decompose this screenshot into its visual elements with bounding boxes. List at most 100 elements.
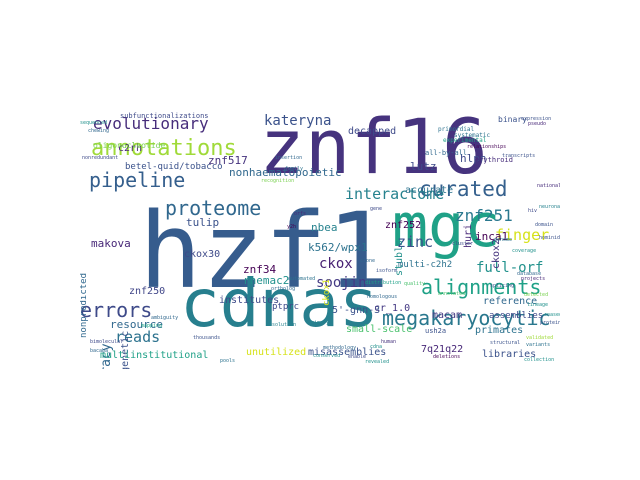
word-detected: detected (524, 292, 549, 298)
word-multi-c2h2: multi-c2h2 (398, 260, 453, 270)
word-bacaba: bacaba (90, 348, 109, 354)
word-variants: variants (526, 342, 551, 348)
word-kateryna: kateryna (264, 113, 332, 129)
word-enable: enable (348, 354, 367, 360)
word-ckox2: ckox2 (491, 238, 502, 269)
word-kingdom: kingdom (484, 111, 505, 112)
word-znf517: znf517 (208, 154, 248, 167)
word-pseudo: pseudo (528, 121, 547, 127)
word-projects: projects (521, 276, 546, 282)
word-macam: macam (432, 310, 463, 321)
word-misassemblies: misassemblies (308, 347, 387, 358)
word-methodology: methodology (323, 345, 357, 351)
word-nbea: nbea (311, 221, 338, 234)
word-validated: validated (526, 335, 554, 341)
word-coverage: coverage (512, 248, 537, 254)
word-experimental: experimental (443, 137, 487, 144)
word-recognition: recognition (261, 178, 295, 184)
word-proteome: proteome (165, 196, 262, 220)
word-structural: structural (490, 340, 521, 346)
word-gene: gene (370, 206, 383, 212)
word-deletions: deletions (433, 354, 461, 360)
word-libraries: libraries (482, 349, 537, 360)
word-thousands: thousands (193, 335, 221, 341)
word-znf34: znf34 (243, 263, 277, 276)
word-primordial: primordial (438, 126, 475, 133)
word-chewing: chewing (88, 128, 110, 134)
word-resource: resource (110, 318, 163, 331)
word-nonpredicted: nonpredicted (80, 272, 89, 338)
word-conserved: conserved (313, 353, 341, 359)
word-zinc: zinc (397, 233, 434, 251)
word-ptprc: ptprc (272, 302, 300, 312)
word-family: family (285, 166, 304, 172)
word-quality: quality (404, 281, 426, 287)
word-megakaryocytic: megakaryocytic (382, 306, 551, 330)
word-binary: binary (498, 115, 527, 124)
word-bimolecular: bimolecular (90, 339, 124, 345)
word-alignments: alignments (421, 275, 542, 299)
word-institutes: institutes (219, 295, 280, 306)
word-rnaseq: rnaseq (544, 312, 560, 318)
word-hominid: hominid (539, 235, 560, 241)
word-national: national (537, 183, 560, 189)
word-insertion: insertion (275, 155, 303, 161)
word-assemblies: assemblies (489, 311, 544, 321)
word-ush2a: ush2a (425, 327, 447, 335)
word-nsmce2: nsmce2 (387, 111, 420, 112)
word-ckox30: ckox30 (184, 249, 221, 260)
word-cloud: hzf1 znf16 cdnas mgc alignments megakaryocyti… (80, 111, 560, 369)
word-decapped: decapped (348, 126, 397, 137)
word-multiinstitutional: multiinstitutional (100, 350, 209, 361)
word-transcripts: transcripts (502, 153, 536, 159)
word-nonredundant: nonredundant (82, 155, 119, 161)
word-primary: primary (308, 320, 330, 326)
word-clone: clone (360, 258, 376, 264)
word-homologous: homologous (367, 294, 398, 300)
word-mgc: mgc (392, 191, 501, 261)
word-hiv: hiv (528, 208, 538, 214)
word-inca1: inca1 (475, 230, 509, 243)
word-cr-1-0: cr_1.0 (374, 303, 411, 314)
word-7q21q22: 7q21q22 (421, 344, 464, 355)
word-znf252: znf252 (385, 220, 422, 231)
word-resolution: resolution (266, 322, 297, 328)
word-splicing: splicing (490, 283, 515, 289)
word-genome: genome (494, 237, 513, 243)
word-full-orf: full-orf (476, 260, 544, 276)
word-reference: reference (483, 296, 538, 307)
word-cluster: cluster (452, 241, 474, 247)
word-accurate: accurate (405, 185, 454, 196)
word-annotated: annotated (438, 291, 466, 297)
word-erythroid: erythroid (475, 156, 513, 164)
word-nonhaematopoietic: nonhaematopoietic (229, 166, 342, 179)
word-automated: automated (288, 276, 316, 282)
word-pipeline: pipeline (89, 168, 186, 192)
word-finger: finger (495, 226, 550, 244)
word-revealed: revealed (365, 359, 390, 365)
word-betel-quid-tobacco: betel-quid/tobacco (125, 162, 223, 172)
word-ortholog: ortholog (271, 286, 296, 292)
word-distribution: distribution (365, 280, 402, 286)
word-expression: expression (521, 116, 552, 122)
word-relationships: relationships (467, 144, 507, 150)
word-curated: curated (419, 177, 508, 201)
word-cdna: cdna (370, 344, 383, 350)
word-znf16: znf16 (259, 111, 488, 191)
word-rhemac2: rhemac2 (243, 274, 290, 287)
word-makova: makova (91, 237, 131, 250)
word-mapping: mapping (141, 323, 163, 329)
word-evolutionary: evolutionary (93, 114, 209, 133)
word-tulip: tulip (186, 216, 220, 229)
word-lutz: lutz (410, 160, 437, 173)
word-unutilized: unutilized (246, 347, 307, 358)
word-hzf1: hzf1 (139, 190, 390, 312)
word-sequenced: sequenced (80, 120, 108, 126)
word-subfunctionalizations: subfunctionalizations (120, 112, 209, 120)
word-small-scale: small-scale (346, 324, 413, 335)
word-isoform: isoform (376, 268, 398, 274)
word-systematic: systematic (454, 132, 491, 139)
word-oligonucleotide: oligonucleotide (93, 141, 166, 150)
word-ckox: ckox (319, 256, 353, 272)
